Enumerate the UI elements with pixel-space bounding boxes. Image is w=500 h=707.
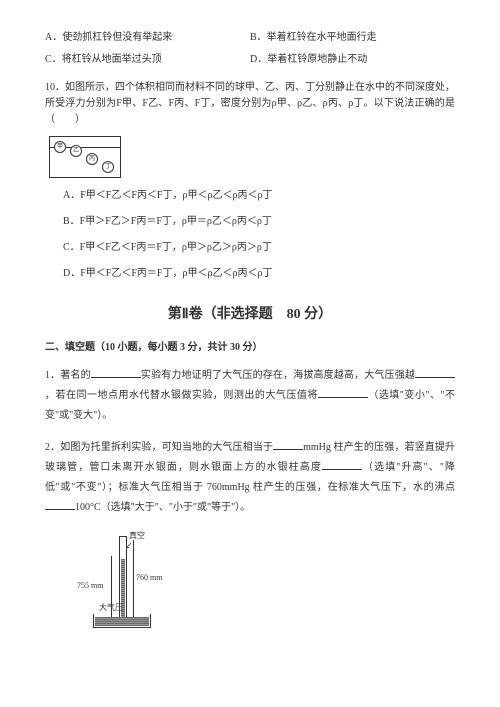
blank-2-3 <box>45 499 75 510</box>
label-755: 755 mm <box>77 580 103 593</box>
f1a: 1．著名的 <box>45 370 91 381</box>
blank-1-2 <box>415 367 455 378</box>
q10-opt-c: C．F甲＜F乙＜F丙＝F丁，ρ甲＞ρ乙＞ρ丙＞ρ丁 <box>63 240 455 256</box>
fill-q1: 1．著名的 实验有力地证明了大气压的存在，海拔高度越高，大气压强越 ，若在同一地点用… <box>45 366 455 426</box>
ball-bing: 丙 <box>86 153 98 165</box>
q9-opt-c: C．将杠铃从地面举过头顶 <box>45 52 250 68</box>
q9-opt-a: A．使劲抓杠铃但没有举起来 <box>45 30 250 46</box>
ball-jia: 甲 <box>54 141 66 153</box>
q10-opt-b: B．F甲＞F乙＞F丙＝F丁，ρ甲＝ρ乙＜ρ丙＜ρ丁 <box>63 214 455 230</box>
q9-opt-b: B．举着杠铃在水平地面行走 <box>250 30 455 46</box>
fill-head: 二、填空题（10 小题，每小题 3 分，共计 30 分） <box>45 340 455 356</box>
q10-stem: 10．如图所示，四个体积相同而材料不同的球甲、乙、丙、丁分别静止在水中的不同深度… <box>45 80 455 128</box>
f1b: 实验有力地证明了大气压的存在，海拔高度越高，大气压强越 <box>141 370 415 381</box>
ball-ding: 丁 <box>102 161 114 173</box>
label-atm: 大气压 <box>99 602 123 615</box>
section-2-title: 第Ⅱ卷（非选择题 80 分） <box>45 304 455 326</box>
label-760: 760 mm <box>136 572 162 585</box>
f1c: ，若在同一地点用水代替水银做实验，则测出的大气压值将 <box>45 390 318 401</box>
torricelli-figure: 真空 ↙ 755 mm 760 mm 大气压 <box>75 530 165 640</box>
q10-figure: 甲 乙 丙 丁 <box>49 136 121 178</box>
q9-row1: A．使劲抓杠铃但没有举起来 B．举着杠铃在水平地面行走 <box>45 30 455 46</box>
blank-1-3 <box>318 387 368 398</box>
q10-opt-d: D．F甲＜F乙＜F丙＝F丁，ρ甲＜ρ乙＜ρ丙＜ρ丁 <box>63 266 455 282</box>
f2a: 2．如图为托里拆利实验，可知当地的大气压相当于 <box>45 442 273 453</box>
blank-1-1 <box>91 367 141 378</box>
dish <box>93 614 151 628</box>
q10-opt-a: A．F甲＜F乙＜F丙＜F丁，ρ甲＜ρ乙＜ρ丙＜ρ丁 <box>63 188 455 204</box>
q9-opt-d: D．举着杠铃原地静止不动 <box>250 52 455 68</box>
ball-yi: 乙 <box>70 145 82 157</box>
fill-q2: 2．如图为托里拆利实验，可知当地的大气压相当于mmHg 柱产生的压强，若竖直提升… <box>45 438 455 518</box>
dim-760 <box>133 540 134 618</box>
q9-row2: C．将杠铃从地面举过头顶 D．举着杠铃原地静止不动 <box>45 52 455 68</box>
blank-2-2 <box>322 459 362 470</box>
blank-2-1 <box>273 439 303 450</box>
mercury-dish <box>95 617 149 626</box>
f2d: 100°C（选填"大于"、"小于"或"等于"）。 <box>75 502 250 513</box>
